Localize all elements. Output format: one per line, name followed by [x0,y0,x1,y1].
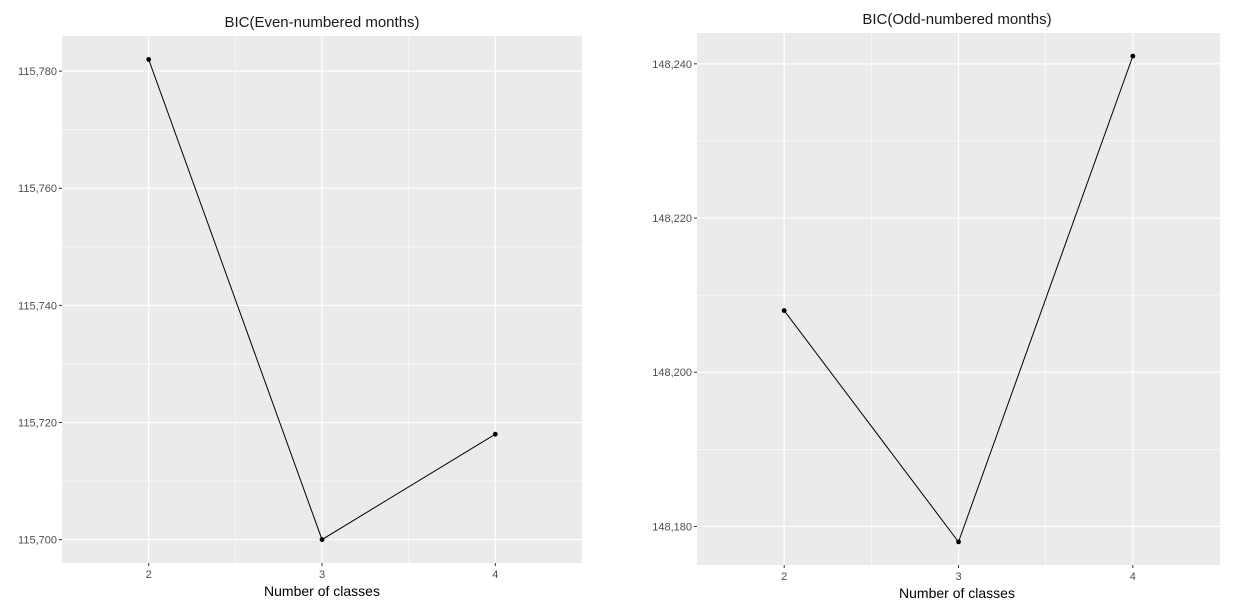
x-tick-label: 2 [146,569,152,581]
y-tick-label: 148,240 [652,59,692,71]
data-point [1130,53,1136,59]
data-point [319,537,325,542]
y-axis-ticks: 148,180 148,200 148,220 148,240 [652,59,697,533]
x-axis-ticks: 2 3 4 [781,565,1136,583]
x-tick-label: 3 [955,571,961,583]
grid-lines [697,33,1220,565]
y-tick-label: 115,760 [18,183,57,195]
grid-lines [62,36,582,563]
x-axis-label: Number of classes [264,583,380,599]
x-axis-label: Number of classes [899,585,1015,601]
x-tick-label: 3 [319,569,325,581]
y-tick-label: 148,220 [652,213,692,225]
y-tick-label: 148,180 [652,521,692,533]
y-tick-label: 148,200 [652,367,692,379]
data-point [781,308,787,313]
chart-title: BIC(Even-numbered months) [224,14,419,31]
data-point [956,539,961,545]
chart-title: BIC(Odd-numbered months) [862,11,1051,28]
x-tick-label: 2 [781,571,787,583]
x-axis-ticks: 2 3 4 [146,563,498,581]
x-tick-label: 4 [492,569,498,581]
x-tick-label: 4 [1130,571,1136,583]
y-axis-ticks: 115,700 115,720 115,740 115,760 115,780 [18,66,62,547]
y-tick-label: 115,740 [18,300,57,312]
data-point [146,57,152,62]
series [146,57,498,542]
chart-odd-months: BIC(Odd-numbered months) 148,180148,2001… [652,11,1220,601]
data-point [492,431,498,437]
y-tick-label: 115,700 [18,535,57,547]
y-tick-label: 115,720 [18,417,57,429]
chart-even-months: BIC(Even-numbered months) 115,700 115,720… [18,14,582,599]
series [781,53,1136,545]
y-tick-label: 115,780 [18,66,57,78]
